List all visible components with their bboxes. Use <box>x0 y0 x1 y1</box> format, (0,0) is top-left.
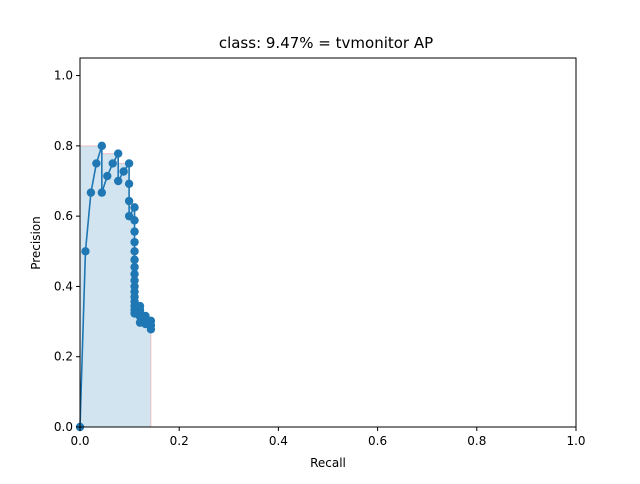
data-point <box>124 179 134 189</box>
data-point <box>113 176 123 186</box>
y-tick-label: 0.6 <box>54 209 73 223</box>
plot-area: 0.0 0.2 0.4 0.6 0.8 1.0 0.0 0.2 0.4 0.6 0.8 1.0 <box>54 57 586 448</box>
data-point <box>124 159 134 168</box>
data-point <box>146 325 156 334</box>
data-point <box>113 149 123 158</box>
x-tick-label: 0.8 <box>467 434 486 448</box>
data-point <box>124 196 134 206</box>
data-point <box>81 247 90 256</box>
y-tick-label: 0.2 <box>54 350 73 364</box>
data-point <box>108 159 117 168</box>
data-point <box>130 247 139 256</box>
y-tick-label: 0.4 <box>54 279 73 293</box>
x-tick-label: 1.0 <box>566 434 585 448</box>
x-axis-label: Recall <box>310 456 346 470</box>
x-tick-label: 0.2 <box>170 434 189 448</box>
data-point <box>86 188 96 197</box>
data-point <box>97 141 107 151</box>
data-point <box>130 203 139 212</box>
data-point <box>130 255 139 264</box>
y-axis-label: Precision <box>29 216 43 270</box>
y-tick-label: 0.0 <box>54 420 73 434</box>
x-tick-label: 0.4 <box>269 434 288 448</box>
data-point <box>130 276 139 285</box>
data-point <box>97 188 107 197</box>
y-tick-label: 0.8 <box>54 139 73 153</box>
x-tick-label: 0.0 <box>70 434 89 448</box>
data-point <box>103 171 112 181</box>
axes-frame <box>79 57 577 428</box>
x-tick-label: 0.6 <box>368 434 387 448</box>
data-point <box>130 227 139 236</box>
data-point <box>92 159 101 168</box>
y-tick-label: 1.0 <box>54 69 73 83</box>
chart-title: class: 9.47% = tvmonitor AP <box>219 34 433 52</box>
data-point <box>130 269 139 279</box>
data-point <box>130 262 139 272</box>
data-point <box>130 237 139 247</box>
data-point <box>119 167 128 176</box>
data-point <box>130 216 139 225</box>
